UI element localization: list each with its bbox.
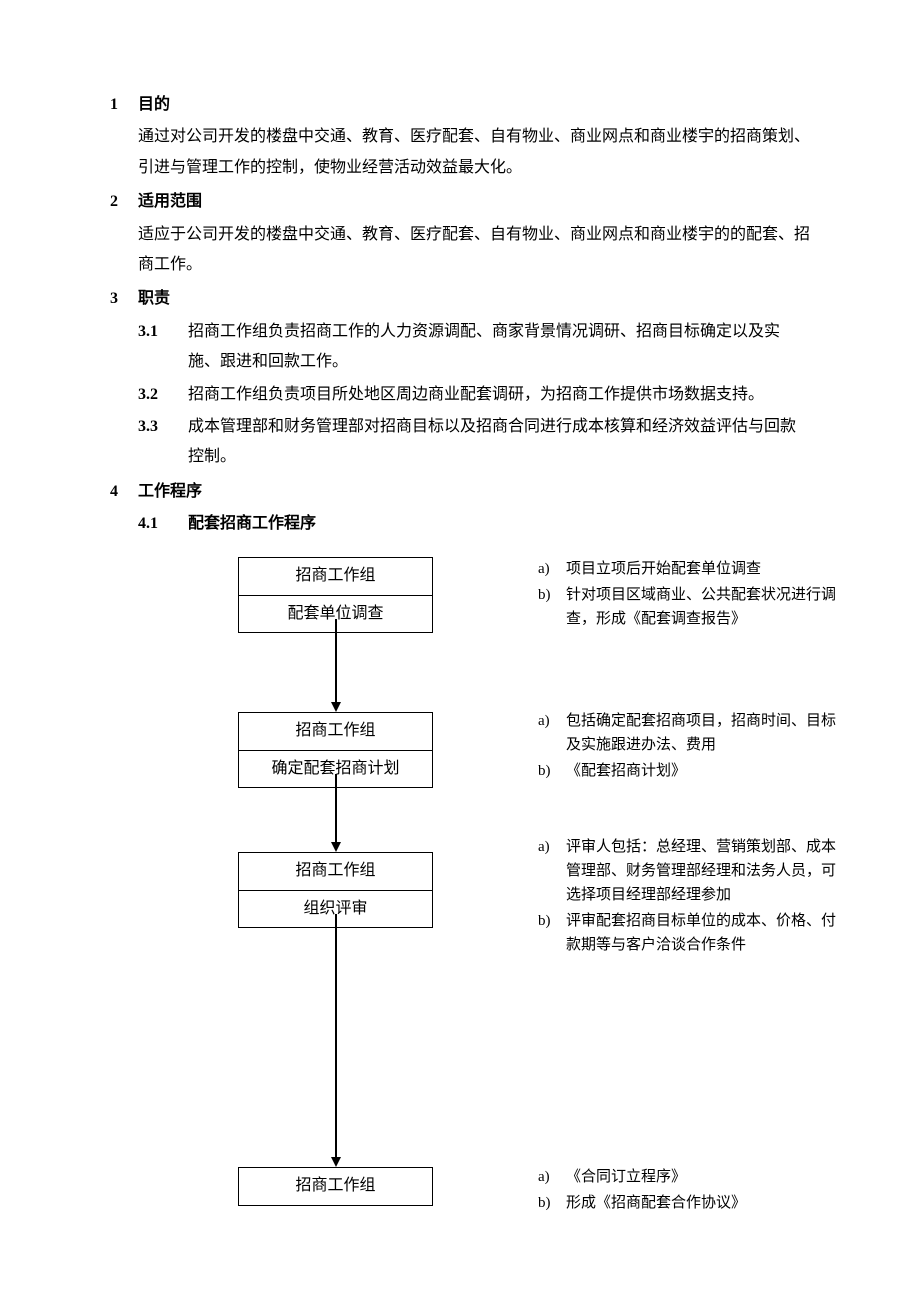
flow-arrow-3 <box>335 914 337 1157</box>
section-2-title: 适用范围 <box>138 187 202 217</box>
flow-notes-3: a) 评审人包括：总经理、营销策划部、成本管理部、财务管理部经理和法务人员，可选… <box>538 835 838 959</box>
note-2a-text: 包括确定配套招商项目，招商时间、目标及实施跟进办法、费用 <box>566 709 838 757</box>
note-2b: b) 《配套招商计划》 <box>538 759 838 783</box>
flow-arrow-1 <box>335 619 337 702</box>
section-3-body: 3.1 招商工作组负责招商工作的人力资源调配、商家背景情况调研、招商目标确定以及… <box>110 317 810 473</box>
section-procedure: 4 工作程序 4.1 配套招商工作程序 <box>110 477 810 540</box>
section-4-num: 4 <box>110 477 138 507</box>
subsection-3-3: 3.3 成本管理部和财务管理部对招商目标以及招商合同进行成本核算和经济效益评估与… <box>138 412 810 473</box>
note-1b-label: b) <box>538 583 566 631</box>
note-2a-label: a) <box>538 709 566 757</box>
flow-arrow-3-head <box>331 1157 341 1167</box>
flow-arrow-2 <box>335 774 337 842</box>
section-4-body: 4.1 配套招商工作程序 <box>110 509 810 539</box>
section-2-body: 适应于公司开发的楼盘中交通、教育、医疗配套、自有物业、商业网点和商业楼宇的的配套… <box>110 220 810 281</box>
sub-3-3-text: 成本管理部和财务管理部对招商目标以及招商合同进行成本核算和经济效益评估与回款控制… <box>188 412 810 473</box>
section-4-header: 4 工作程序 <box>110 477 810 507</box>
subsection-3-2: 3.2 招商工作组负责项目所处地区周边商业配套调研，为招商工作提供市场数据支持。 <box>138 380 810 410</box>
note-3b-text: 评审配套招商目标单位的成本、价格、付款期等与客户洽谈合作条件 <box>566 909 838 957</box>
note-4a: a) 《合同订立程序》 <box>538 1165 838 1189</box>
note-3a-text: 评审人包括：总经理、营销策划部、成本管理部、财务管理部经理和法务人员，可选择项目… <box>566 835 838 907</box>
note-4b-label: b) <box>538 1191 566 1215</box>
note-3b: b) 评审配套招商目标单位的成本、价格、付款期等与客户洽谈合作条件 <box>538 909 838 957</box>
subsection-3-1: 3.1 招商工作组负责招商工作的人力资源调配、商家背景情况调研、招商目标确定以及… <box>138 317 810 378</box>
section-2-num: 2 <box>110 187 138 217</box>
flow-notes-1: a) 项目立项后开始配套单位调查 b) 针对项目区域商业、公共配套状况进行调查，… <box>538 557 838 633</box>
flow-box1-top: 招商工作组 <box>239 558 432 595</box>
section-1-header: 1 目的 <box>110 90 810 120</box>
section-scope: 2 适用范围 适应于公司开发的楼盘中交通、教育、医疗配套、自有物业、商业网点和商… <box>110 187 810 280</box>
note-1b-text: 针对项目区域商业、公共配套状况进行调查，形成《配套调查报告》 <box>566 583 838 631</box>
section-responsibility: 3 职责 3.1 招商工作组负责招商工作的人力资源调配、商家背景情况调研、招商目… <box>110 284 810 472</box>
section-2-header: 2 适用范围 <box>110 187 810 217</box>
flow-box2-top: 招商工作组 <box>239 713 432 750</box>
section-1-title: 目的 <box>138 90 170 120</box>
section-4-title: 工作程序 <box>138 477 202 507</box>
flowchart: 招商工作组 配套单位调查 招商工作组 确定配套招商计划 招商工作组 组织评审 招… <box>138 557 810 1237</box>
flow-arrow-2-head <box>331 842 341 852</box>
flow-box3-top: 招商工作组 <box>239 853 432 890</box>
subsection-4-1: 4.1 配套招商工作程序 <box>138 509 810 539</box>
section-3-num: 3 <box>110 284 138 314</box>
note-4b-text: 形成《招商配套合作协议》 <box>566 1191 838 1215</box>
section-purpose: 1 目的 通过对公司开发的楼盘中交通、教育、医疗配套、自有物业、商业网点和商业楼… <box>110 90 810 183</box>
note-2b-text: 《配套招商计划》 <box>566 759 838 783</box>
note-3a: a) 评审人包括：总经理、营销策划部、成本管理部、财务管理部经理和法务人员，可选… <box>538 835 838 907</box>
note-1a-label: a) <box>538 557 566 581</box>
section-3-title: 职责 <box>138 284 170 314</box>
note-1a-text: 项目立项后开始配套单位调查 <box>566 557 838 581</box>
sub-3-2-num: 3.2 <box>138 380 188 410</box>
note-4a-text: 《合同订立程序》 <box>566 1165 838 1189</box>
section-1-num: 1 <box>110 90 138 120</box>
flow-box4-top: 招商工作组 <box>239 1168 432 1204</box>
flow-arrow-1-head <box>331 702 341 712</box>
section-1-body: 通过对公司开发的楼盘中交通、教育、医疗配套、自有物业、商业网点和商业楼宇的招商策… <box>110 122 810 183</box>
section-3-header: 3 职责 <box>110 284 810 314</box>
sub-3-3-num: 3.3 <box>138 412 188 473</box>
sub-3-1-num: 3.1 <box>138 317 188 378</box>
note-1a: a) 项目立项后开始配套单位调查 <box>538 557 838 581</box>
note-2b-label: b) <box>538 759 566 783</box>
note-1b: b) 针对项目区域商业、公共配套状况进行调查，形成《配套调查报告》 <box>538 583 838 631</box>
sub-4-1-num: 4.1 <box>138 509 188 539</box>
flow-notes-4: a) 《合同订立程序》 b) 形成《招商配套合作协议》 <box>538 1165 838 1217</box>
note-3b-label: b) <box>538 909 566 957</box>
sub-4-1-title: 配套招商工作程序 <box>188 509 810 539</box>
note-3a-label: a) <box>538 835 566 907</box>
note-2a: a) 包括确定配套招商项目，招商时间、目标及实施跟进办法、费用 <box>538 709 838 757</box>
sub-3-2-text: 招商工作组负责项目所处地区周边商业配套调研，为招商工作提供市场数据支持。 <box>188 380 810 410</box>
sub-3-1-text: 招商工作组负责招商工作的人力资源调配、商家背景情况调研、招商目标确定以及实施、跟… <box>188 317 810 378</box>
note-4a-label: a) <box>538 1165 566 1189</box>
flow-box-contract: 招商工作组 <box>238 1167 433 1205</box>
note-4b: b) 形成《招商配套合作协议》 <box>538 1191 838 1215</box>
flow-notes-2: a) 包括确定配套招商项目，招商时间、目标及实施跟进办法、费用 b) 《配套招商… <box>538 709 838 785</box>
